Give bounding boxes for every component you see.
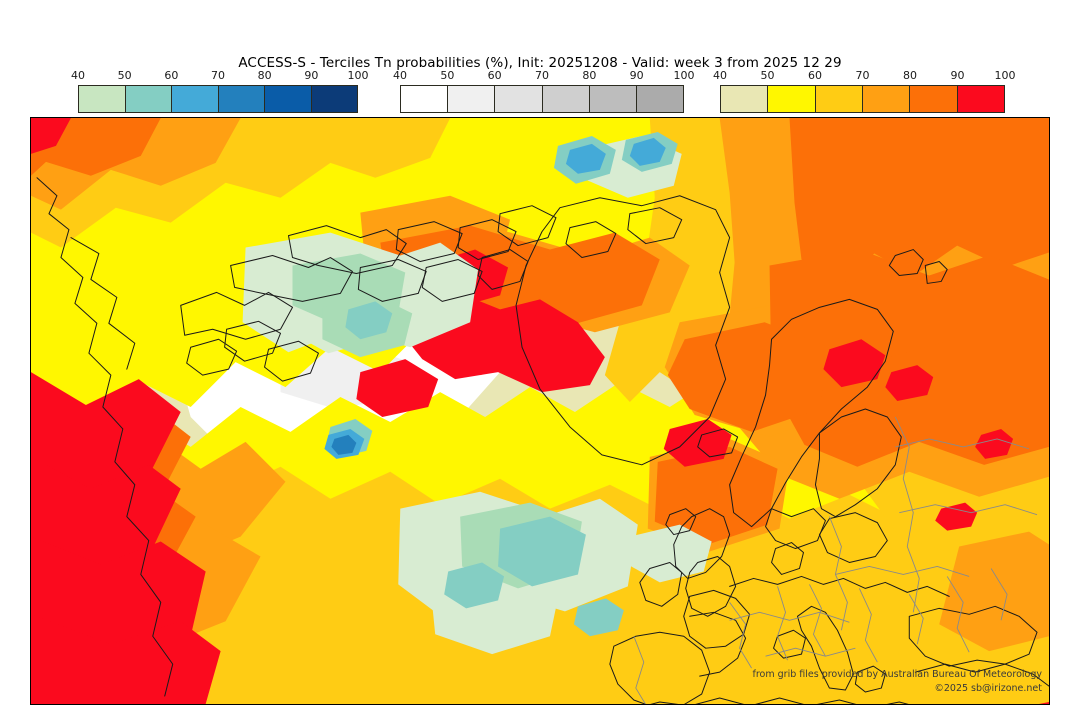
above-normal-tercile-tick-90: 90 xyxy=(950,69,965,82)
coastlines xyxy=(36,177,1049,704)
above-normal-tercile-swatch-1 xyxy=(768,86,816,112)
below-normal-tercile-swatch-2 xyxy=(172,86,219,112)
above-normal-tercile-tick-100: 100 xyxy=(994,69,1016,82)
near-normal-tercile-tick-40: 40 xyxy=(393,69,407,82)
below-normal-tercile-tick-50: 50 xyxy=(117,69,132,82)
page-title: ACCESS-S - Terciles Tn probabilities (%)… xyxy=(238,55,842,71)
map-canvas[interactable] xyxy=(30,117,1050,705)
below-normal-tercile-swatch-4 xyxy=(265,86,312,112)
near-normal-tercile-swatch-2 xyxy=(495,86,543,112)
below-normal-tercile-tick-60: 60 xyxy=(164,69,179,82)
near-normal-tercile-swatch-5 xyxy=(636,86,684,112)
above-normal-tercile-tick-80: 80 xyxy=(903,69,917,82)
above-normal-tercile-tick-60: 60 xyxy=(808,69,822,82)
above-normal-tercile-tick-40: 40 xyxy=(713,69,727,82)
below-normal-tercile-tick-80: 80 xyxy=(257,69,272,82)
colorbar-below-normal xyxy=(78,85,358,113)
above-normal-tercile-swatch-5 xyxy=(957,86,1004,112)
above-normal-tercile-swatch-4 xyxy=(910,86,958,112)
band-cold-80 xyxy=(331,434,357,455)
below-normal-tercile-tick-100: 100 xyxy=(347,69,369,82)
colorbar-near-normal xyxy=(400,85,684,113)
probability-field xyxy=(31,118,1049,704)
near-normal-tercile-tick-60: 60 xyxy=(487,69,502,82)
colorbar-warm-ticks: 40 50 60 70 80 90 100 xyxy=(713,69,1016,83)
political-borders xyxy=(633,416,1038,704)
above-normal-tercile-swatch-3 xyxy=(862,86,911,112)
below-normal-tercile-swatch-1 xyxy=(125,86,172,112)
near-normal-tercile-tick-70: 70 xyxy=(535,69,549,82)
colorbar-above-normal xyxy=(720,85,1005,113)
near-normal-tercile-swatch-0 xyxy=(401,86,449,112)
above-normal-tercile-swatch-2 xyxy=(815,86,863,112)
below-normal-tercile-tick-70: 70 xyxy=(211,69,225,82)
below-normal-tercile-swatch-5 xyxy=(311,86,357,112)
above-normal-tercile-tick-50: 50 xyxy=(760,69,775,82)
near-normal-tercile-tick-80: 80 xyxy=(582,69,597,82)
below-normal-tercile-tick-40: 40 xyxy=(71,69,85,82)
near-normal-tercile-tick-90: 90 xyxy=(629,69,644,82)
above-normal-tercile-tick-70: 70 xyxy=(855,69,870,82)
near-normal-tercile-swatch-1 xyxy=(448,86,496,112)
below-normal-tercile-swatch-3 xyxy=(218,86,265,112)
below-normal-tercile-swatch-0 xyxy=(79,86,126,112)
band-warm-90 xyxy=(31,118,1049,704)
colorbar-cold-ticks: 40 50 60 70 80 90 100 xyxy=(71,69,369,83)
near-normal-tercile-tick-100: 100 xyxy=(673,69,695,82)
near-normal-tercile-swatch-3 xyxy=(542,86,590,112)
near-normal-tercile-tick-50: 50 xyxy=(440,69,455,82)
above-normal-tercile-swatch-0 xyxy=(721,86,769,112)
colorbar-normal-ticks: 40 50 60 70 80 90 100 xyxy=(393,69,695,83)
below-normal-tercile-tick-90: 90 xyxy=(304,69,319,82)
near-normal-tercile-swatch-4 xyxy=(589,86,637,112)
